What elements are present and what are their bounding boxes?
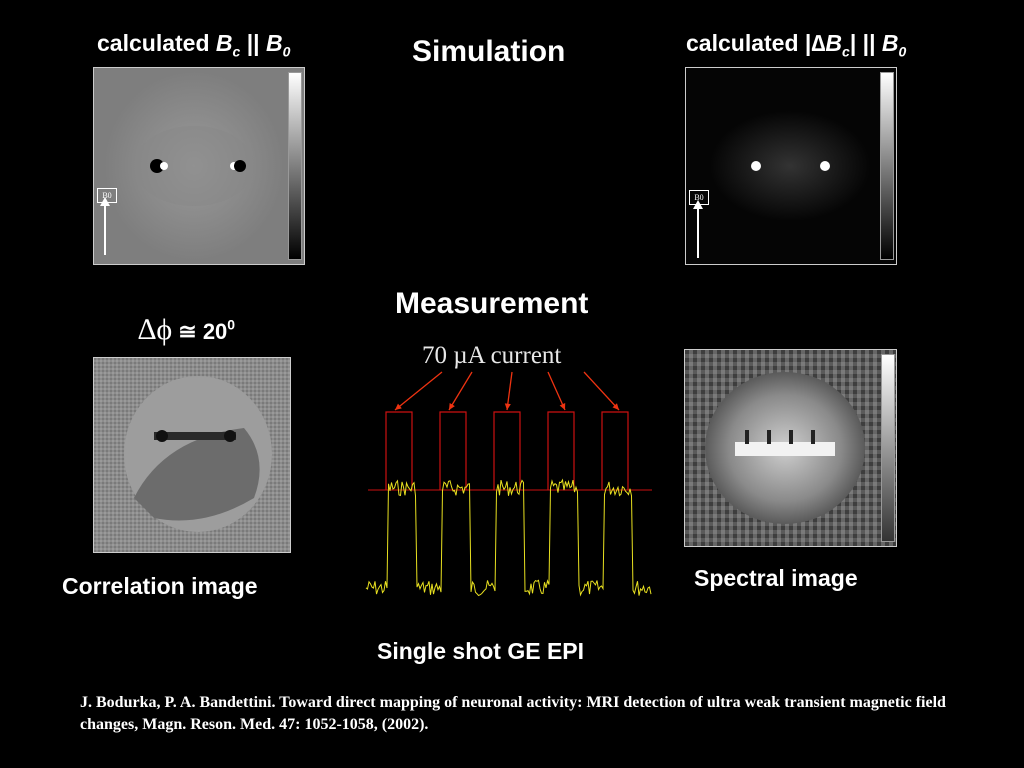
epi-signal-trace (365, 478, 652, 597)
simulation-title: Simulation (412, 35, 566, 68)
spectral-image (684, 349, 897, 547)
stimulus-pulse (439, 411, 467, 490)
correlation-caption: Correlation image (62, 573, 258, 599)
stimulus-arrow (506, 371, 513, 411)
arrowhead-icon (504, 403, 511, 410)
stimulus-arrow (394, 371, 443, 411)
stimulus-pulse (547, 411, 575, 490)
phantom-graphic (94, 358, 290, 552)
stimulus-arrow (448, 371, 473, 411)
colorbar (881, 354, 895, 542)
colorbar (288, 72, 302, 260)
arrowhead-icon (559, 403, 566, 410)
stimulus-arrow (583, 371, 620, 411)
calc-bc-title: calculated Bc || B0 (97, 30, 291, 60)
epi-caption: Single shot GE EPI (377, 638, 585, 664)
colorbar (880, 72, 894, 260)
dipole-field-graphic (104, 71, 284, 261)
arrowhead-icon (395, 403, 402, 410)
stimulus-pulse (493, 411, 521, 490)
correlation-image (93, 357, 291, 553)
dipole-magnitude-graphic (710, 111, 870, 221)
bc-field-map: B0 (93, 67, 305, 265)
delta-bc-field-map: B0 (685, 67, 897, 265)
calc-delta-bc-title: calculated |∆Bc| || B0 (686, 30, 907, 60)
spectral-caption: Spectral image (694, 565, 858, 591)
stimulus-pulse (601, 411, 629, 490)
current-label: 70 µA current (422, 342, 562, 369)
reference-text: J. Bodurka, P. A. Bandettini. Toward dir… (80, 694, 946, 733)
measurement-title: Measurement (395, 287, 589, 320)
b0-arrow-icon (693, 200, 703, 258)
stimulus-arrow (547, 371, 566, 411)
time-course-plot (365, 371, 652, 597)
phase-label: ∆ϕ ≅ 200 (138, 313, 236, 346)
stimulus-pulse (385, 411, 413, 490)
b0-arrow-icon (100, 197, 110, 255)
arrowhead-icon (612, 403, 619, 410)
arrowhead-icon (449, 403, 455, 410)
spectral-phantom-graphic (685, 350, 896, 546)
